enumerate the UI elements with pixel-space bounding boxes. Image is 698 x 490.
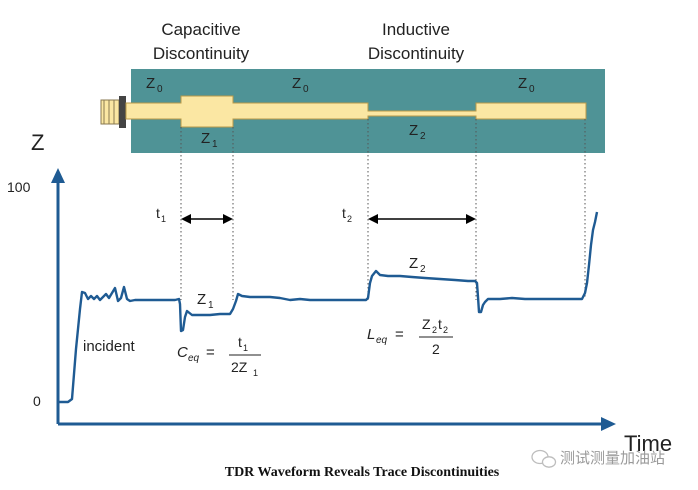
leq-denominator: 2 bbox=[432, 341, 440, 357]
connector-flange bbox=[119, 96, 126, 128]
board-z0-mid-label: Z bbox=[292, 75, 301, 92]
watermark-text: 测试测量加油站 bbox=[560, 449, 665, 467]
y-tick-0: 0 bbox=[33, 393, 41, 409]
ceq-equals: = bbox=[206, 344, 215, 361]
t1-label: t bbox=[156, 205, 160, 221]
board-z0-right-sub: 0 bbox=[529, 84, 535, 95]
ceq-numerator-sub: 1 bbox=[243, 343, 248, 353]
figure-caption: TDR Waveform Reveals Trace Discontinuiti… bbox=[225, 465, 500, 480]
ceq-lhs: C bbox=[177, 344, 188, 361]
guide-lines bbox=[180, 119, 586, 300]
y-axis-arrowhead bbox=[51, 168, 65, 183]
capacitive-label-line2: Discontinuity bbox=[153, 44, 250, 63]
t1-span-arrow bbox=[181, 214, 233, 224]
wave-z2-sub: 2 bbox=[420, 264, 426, 275]
leq-numerator-z: Z bbox=[422, 316, 431, 332]
t1-sub: 1 bbox=[161, 214, 166, 224]
wave-z1-label: Z bbox=[197, 291, 206, 308]
plot-axes bbox=[51, 168, 616, 431]
leq-numerator-t: t bbox=[438, 316, 442, 332]
leq-lhs: L bbox=[367, 326, 375, 343]
board-z0-right-label: Z bbox=[518, 75, 527, 92]
pcb-trace bbox=[125, 95, 587, 128]
t2-label: t bbox=[342, 205, 346, 221]
leq-formula: L eq = Z 2 t 2 2 bbox=[367, 316, 453, 357]
incident-label: incident bbox=[83, 338, 136, 355]
board-z1-sub: 1 bbox=[212, 139, 218, 150]
ceq-denominator: 2Z bbox=[231, 359, 248, 375]
t2-sub: 2 bbox=[347, 214, 352, 224]
t2-span-arrow bbox=[368, 214, 476, 224]
wave-z2-label: Z bbox=[409, 255, 418, 272]
x-axis-label: Time bbox=[624, 431, 672, 456]
board-z0-left-label: Z bbox=[146, 75, 155, 92]
y-tick-100: 100 bbox=[7, 179, 31, 195]
board-z2-label: Z bbox=[409, 122, 418, 139]
board-z0-mid-sub: 0 bbox=[303, 84, 309, 95]
capacitive-label-line1: Capacitive bbox=[161, 20, 240, 39]
inductive-label-line1: Inductive bbox=[382, 20, 450, 39]
tdr-waveform bbox=[58, 211, 599, 404]
leq-numerator-z-sub: 2 bbox=[432, 325, 437, 335]
board-z1-label: Z bbox=[201, 130, 210, 147]
inductive-label-line2: Discontinuity bbox=[368, 44, 465, 63]
wechat-icon bbox=[531, 449, 557, 468]
leq-sub: eq bbox=[376, 335, 388, 346]
wave-z1-sub: 1 bbox=[208, 300, 214, 311]
ceq-denominator-sub: 1 bbox=[253, 368, 258, 378]
ceq-numerator: t bbox=[238, 334, 242, 350]
x-axis-arrowhead bbox=[601, 417, 616, 431]
board-z0-left-sub: 0 bbox=[157, 84, 163, 95]
ceq-sub: eq bbox=[188, 353, 200, 364]
leq-numerator-t-sub: 2 bbox=[443, 325, 448, 335]
ceq-formula: C eq = t 1 2Z 1 bbox=[177, 334, 261, 378]
leq-equals: = bbox=[395, 326, 404, 343]
y-axis-label: Z bbox=[31, 130, 44, 155]
watermark: 测试测量加油站 bbox=[531, 449, 665, 468]
board-z2-sub: 2 bbox=[420, 131, 426, 142]
